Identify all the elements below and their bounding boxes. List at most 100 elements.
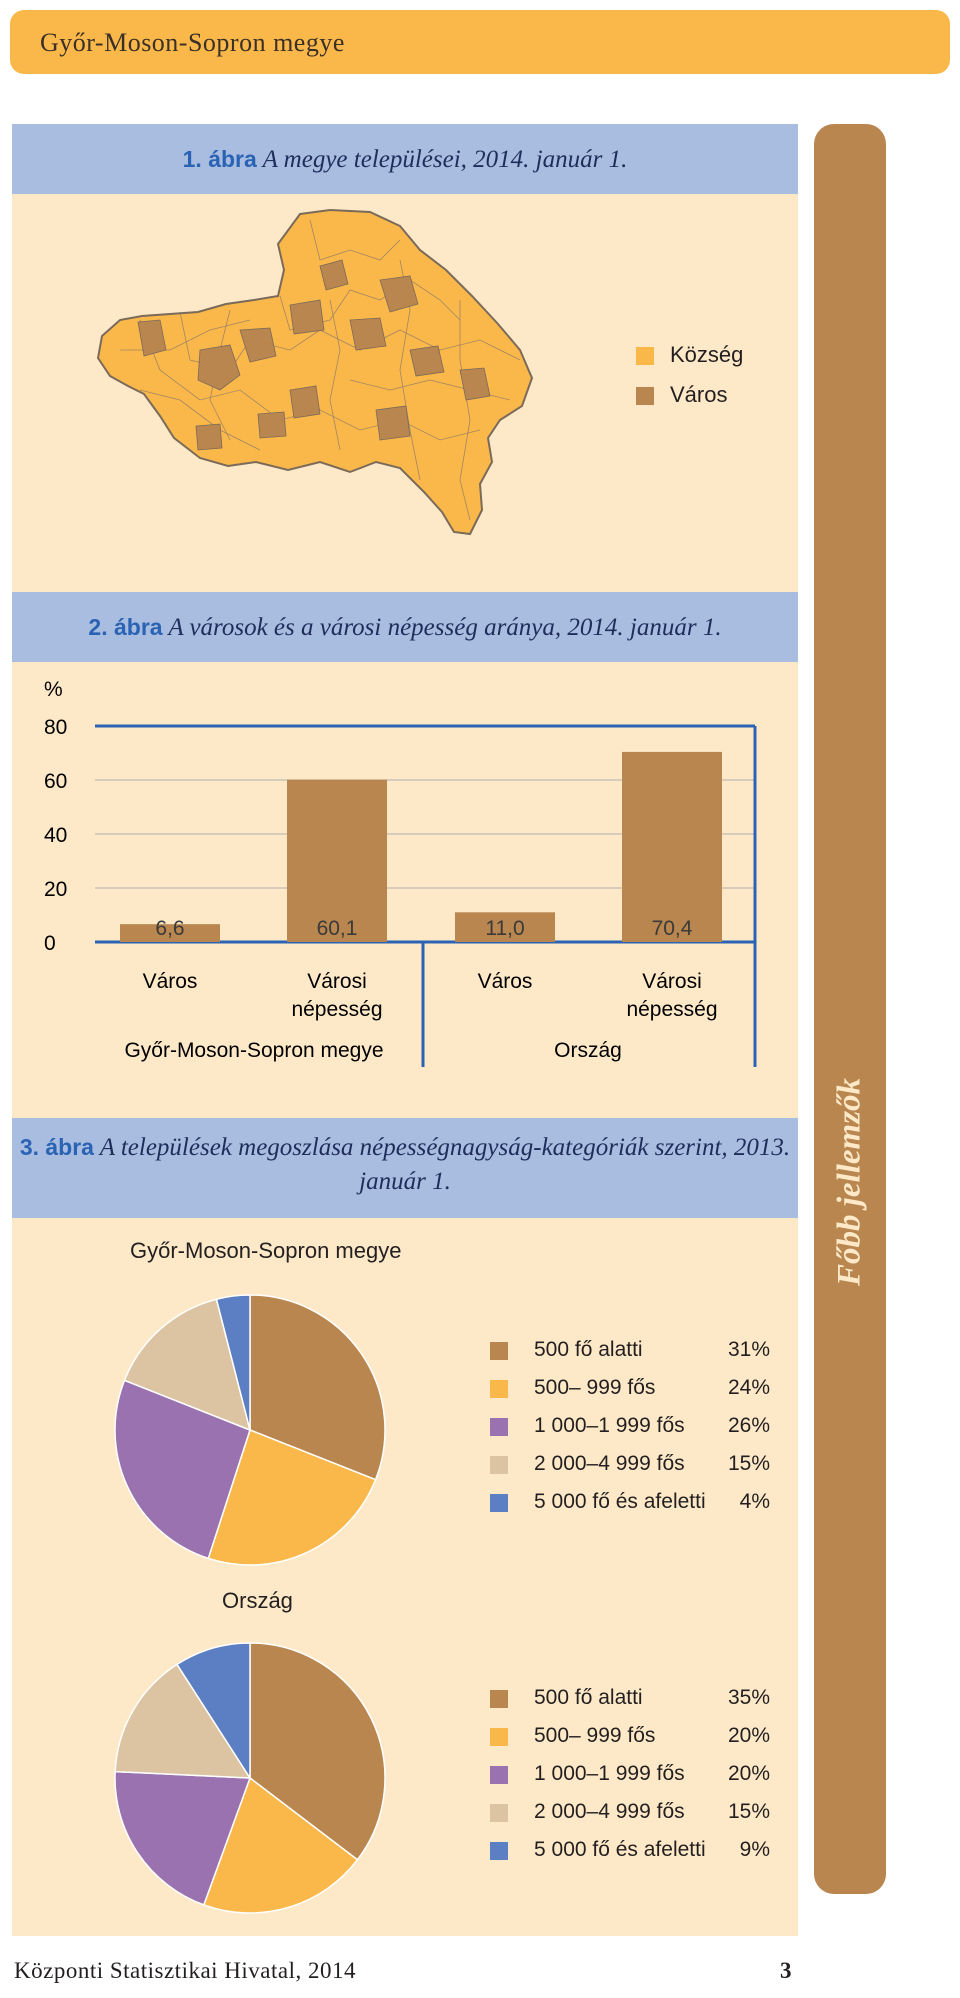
- bar-value-label: 60,1: [317, 917, 358, 940]
- legend-swatch: [490, 1494, 508, 1512]
- pie-slice: [114, 1663, 252, 1779]
- group-label: Győr-Moson-Sopron megye: [124, 1039, 383, 1062]
- legend-swatch: [490, 1342, 508, 1360]
- legend-row: 500– 999 fős 20%: [490, 1722, 770, 1752]
- page-title: Győr-Moson-Sopron megye: [40, 28, 345, 57]
- legend-label-varos: Város: [670, 382, 728, 407]
- pie1-legend: 500 fő alatti 31% 500– 999 fős 24% 1 000–1 9…: [490, 1336, 790, 1526]
- pie-chart-county: [114, 1294, 386, 1566]
- category-label: Városi: [642, 970, 702, 993]
- figure1-title: A megye települései, 2014. január 1.: [262, 146, 628, 173]
- legend-swatch-kozseg: [636, 347, 654, 365]
- legend-swatch: [490, 1842, 508, 1860]
- pie-slice: [249, 1294, 386, 1481]
- legend-swatch: [490, 1418, 508, 1436]
- header-bar: Győr-Moson-Sopron megye: [10, 10, 950, 74]
- legend-value: 20%: [727, 1724, 770, 1747]
- legend-row: 1 000–1 999 fős 20%: [490, 1760, 770, 1790]
- group-label: Ország: [554, 1039, 622, 1062]
- legend-row: 500 fő alatti 35%: [490, 1684, 770, 1714]
- category-label: Város: [478, 970, 533, 993]
- y-tick-label: 40: [44, 824, 67, 847]
- town-areas: [137, 259, 491, 451]
- legend-swatch: [490, 1766, 508, 1784]
- legend-label: 5 000 fő és afeletti: [534, 1838, 706, 1861]
- legend-row: 5 000 fő és afeletti 4%: [490, 1488, 770, 1518]
- legend-label: 1 000–1 999 fős: [534, 1414, 685, 1437]
- sidebar-label: Főbb jellemzők: [831, 1077, 868, 1287]
- legend-value: 31%: [727, 1338, 770, 1361]
- legend-row: 2 000–4 999 fős 15%: [490, 1798, 770, 1828]
- pie2-subtitle: Ország: [222, 1588, 293, 1613]
- category-label: népesség: [291, 998, 382, 1021]
- pie-slice: [215, 1294, 251, 1431]
- legend-value: 35%: [727, 1686, 770, 1709]
- pie-chart-country: [114, 1642, 386, 1914]
- bar-value-label: 70,4: [652, 917, 693, 940]
- bar: [455, 912, 555, 942]
- footer-text: Központi Statisztikai Hivatal, 2014: [14, 1958, 357, 1983]
- bar: [120, 924, 220, 942]
- legend-value: 20%: [727, 1762, 770, 1785]
- bar-chart: % 0 20 40 60 80 6,6 Város 60,1 Városi népesség Győr…: [44, 678, 757, 1067]
- y-tick-label: 20: [44, 878, 67, 901]
- legend-row: 2 000–4 999 fős 15%: [490, 1450, 770, 1480]
- legend-value: 15%: [727, 1800, 770, 1823]
- legend-row: 1 000–1 999 fős 26%: [490, 1412, 770, 1442]
- pie-slice: [202, 1776, 359, 1914]
- category-label: Város: [143, 970, 198, 993]
- legend-swatch: [490, 1728, 508, 1746]
- legend-value: 26%: [727, 1414, 770, 1437]
- sidebar-tab: Főbb jellemzők: [814, 124, 886, 1894]
- bar-value-label: 11,0: [485, 917, 524, 940]
- legend-label: 500 fő alatti: [534, 1338, 643, 1361]
- legend-label: 5 000 fő és afeletti: [534, 1490, 706, 1513]
- legend-row: 500 fő alatti 31%: [490, 1336, 770, 1366]
- legend-label: 2 000–4 999 fős: [534, 1800, 685, 1823]
- figure2-number: 2. ábra: [88, 614, 163, 640]
- bar-value-label: 6,6: [155, 917, 184, 940]
- legend-label: 500– 999 fős: [534, 1376, 656, 1399]
- legend-swatch: [490, 1380, 508, 1398]
- y-tick-label: 0: [44, 932, 56, 955]
- category-label: népesség: [626, 998, 717, 1021]
- legend-swatch: [490, 1456, 508, 1474]
- figure1-header: 1. ábra A megye települései, 2014. januá…: [12, 124, 798, 194]
- figure2-title: A városok és a városi népesség aránya, 2…: [168, 614, 722, 641]
- pie-slice: [207, 1429, 377, 1566]
- legend-value: 9%: [739, 1838, 770, 1861]
- page-number: 3: [780, 1958, 792, 1983]
- pie-slice: [114, 1770, 252, 1906]
- pie-slice: [249, 1642, 386, 1861]
- legend-label: 2 000–4 999 fős: [534, 1452, 685, 1475]
- legend-label: 500– 999 fős: [534, 1724, 656, 1747]
- category-label: Városi: [307, 970, 367, 993]
- legend-value: 4%: [739, 1490, 770, 1513]
- legend-swatch: [490, 1804, 508, 1822]
- legend-swatch-varos: [636, 387, 654, 405]
- legend-value: 15%: [727, 1452, 770, 1475]
- legend-swatch: [490, 1690, 508, 1708]
- figure1-number: 1. ábra: [182, 146, 257, 172]
- bar: [622, 751, 722, 942]
- figure3-header: 3. ábra A települések megoszlása népessé…: [12, 1118, 798, 1218]
- legend-row: 500– 999 fős 24%: [490, 1374, 770, 1404]
- y-tick-label: 80: [44, 716, 67, 739]
- legend-label: 1 000–1 999 fős: [534, 1762, 685, 1785]
- pie1-subtitle: Győr-Moson-Sopron megye: [130, 1238, 402, 1263]
- figure3-number: 3. ábra: [19, 1134, 94, 1160]
- county-map: [96, 208, 534, 536]
- map-outline: [96, 208, 534, 536]
- figure2-header: 2. ábra A városok és a városi népesség a…: [12, 592, 798, 662]
- legend-row: 5 000 fő és afeletti 9%: [490, 1836, 770, 1866]
- pie-slice: [114, 1379, 251, 1560]
- y-tick-label: 60: [44, 770, 67, 793]
- bar: [287, 779, 387, 942]
- y-unit-label: %: [44, 678, 63, 701]
- pie-slice: [175, 1642, 251, 1781]
- figure3-title: A települések megoszlása népességnagyság…: [99, 1134, 791, 1195]
- legend-value: 24%: [727, 1376, 770, 1399]
- legend-label: 500 fő alatti: [534, 1686, 643, 1709]
- pie-slice: [123, 1298, 252, 1432]
- legend-label-kozseg: Község: [670, 342, 744, 367]
